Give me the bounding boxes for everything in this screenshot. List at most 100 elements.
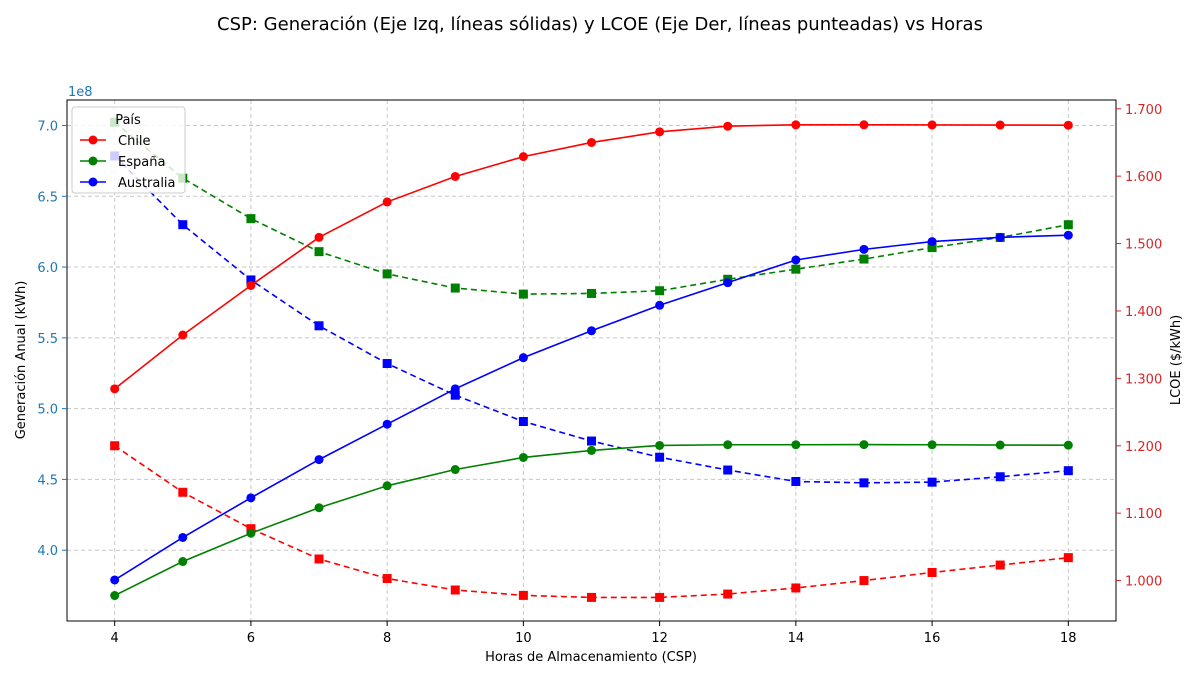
x-tick-label: 18 — [1060, 631, 1077, 646]
generation-point-españa — [587, 445, 596, 455]
generation-point-españa — [110, 591, 120, 601]
lcoe-point-españa — [246, 214, 256, 224]
generation-point-españa — [314, 503, 324, 513]
generation-point-chile — [110, 384, 120, 394]
legend-swatch-marker — [88, 135, 98, 145]
generation-point-chile — [587, 137, 596, 147]
x-tick-label: 6 — [247, 631, 255, 646]
right-axis-label: LCOE ($/kWh) — [1169, 315, 1184, 405]
right-tick-label: 1.200 — [1125, 440, 1162, 455]
legend: País Chile España Australia — [71, 106, 186, 194]
lcoe-point-españa — [1063, 220, 1073, 230]
grid-layer — [67, 100, 1116, 621]
generation-point-australia — [791, 255, 801, 265]
generation-point-australia — [178, 532, 188, 542]
generation-point-australia — [927, 237, 937, 247]
left-tick-label: 5.5 — [37, 332, 58, 347]
lcoe-point-australia — [450, 390, 460, 400]
left-tick-label: 4.5 — [37, 473, 58, 488]
lcoe-line-australia — [114, 155, 1069, 484]
generation-point-australia — [314, 455, 324, 465]
lcoe-point-chile — [450, 585, 460, 595]
generation-point-españa — [246, 528, 256, 538]
x-tick-label: 16 — [924, 631, 941, 646]
generation-point-chile — [655, 127, 665, 137]
lcoe-point-australia — [382, 359, 392, 369]
right-tick-label: 1.100 — [1125, 507, 1162, 522]
generation-point-australia — [450, 384, 460, 394]
lcoe-point-australia — [1063, 466, 1073, 476]
lcoe-point-australia — [518, 416, 528, 426]
generation-point-australia — [246, 493, 256, 503]
left-tick-label: 4.0 — [37, 544, 58, 559]
generation-point-chile — [1063, 120, 1073, 130]
lcoe-point-españa — [518, 289, 528, 299]
lcoe-point-españa — [587, 288, 596, 298]
generation-point-españa — [518, 452, 528, 462]
chart-title: CSP: Generación (Eje Izq, líneas sólidas… — [217, 14, 983, 35]
right-tick-label: 1.300 — [1125, 372, 1162, 387]
generation-point-australia — [859, 244, 869, 254]
generation-point-chile — [382, 197, 392, 207]
left-axis-label: Generación Anual (kWh) — [14, 281, 29, 440]
legend-box — [71, 106, 186, 194]
generation-point-australia — [587, 326, 596, 336]
legend-title: País — [115, 113, 141, 128]
lcoe-point-chile — [927, 567, 937, 577]
generation-point-chile — [518, 152, 528, 162]
lcoe-point-chile — [587, 592, 596, 602]
generation-point-españa — [178, 557, 188, 567]
generation-line-chile — [114, 123, 1069, 390]
generation-point-españa — [382, 481, 392, 491]
right-tick-label: 1.700 — [1125, 103, 1162, 118]
lcoe-point-australia — [791, 476, 801, 486]
generation-point-australia — [995, 232, 1005, 242]
generation-point-chile — [450, 171, 460, 181]
generation-point-españa — [791, 440, 801, 450]
lcoe-point-chile — [382, 574, 392, 584]
legend-label-españa: España — [118, 155, 165, 170]
generation-point-australia — [518, 353, 528, 363]
lcoe-point-chile — [655, 592, 665, 602]
x-tick-label: 4 — [111, 631, 119, 646]
generation-point-chile — [927, 120, 937, 130]
legend-swatch-marker — [88, 156, 98, 166]
lcoe-point-australia — [314, 321, 324, 331]
series-layer — [110, 117, 1073, 602]
generation-point-españa — [995, 440, 1005, 450]
lcoe-point-chile — [518, 590, 528, 600]
generation-point-españa — [1063, 440, 1073, 450]
generation-point-chile — [723, 121, 733, 131]
generation-point-españa — [655, 440, 665, 450]
generation-point-españa — [859, 440, 869, 450]
lcoe-point-australia — [859, 478, 869, 488]
legend-swatch-marker — [88, 177, 98, 187]
right-tick-label: 1.000 — [1125, 575, 1162, 590]
left-axis-offset-label: 1e8 — [68, 85, 93, 100]
lcoe-point-chile — [723, 589, 733, 599]
x-tick-label: 14 — [788, 631, 805, 646]
plot-frame — [66, 99, 1117, 622]
lcoe-point-españa — [927, 243, 937, 253]
lcoe-point-australia — [723, 465, 733, 475]
generation-point-españa — [927, 440, 937, 450]
generation-point-españa — [723, 440, 733, 450]
lcoe-point-españa — [450, 283, 460, 293]
generation-point-australia — [110, 575, 120, 585]
x-tick-label: 8 — [383, 631, 391, 646]
generation-point-australia — [382, 419, 392, 429]
lcoe-point-chile — [178, 487, 188, 497]
axes-layer: 4 6 8 10 12 14 16 18 4.0 4.5 5.0 5.5 6.0 6.5 7.0 1.000 1… — [37, 99, 1162, 646]
left-tick-label: 5.0 — [37, 403, 58, 418]
lcoe-point-australia — [587, 436, 596, 446]
generation-point-chile — [246, 280, 256, 290]
generation-point-chile — [314, 232, 324, 242]
generation-point-chile — [859, 120, 869, 130]
generation-point-chile — [178, 330, 188, 340]
lcoe-point-españa — [382, 269, 392, 279]
generation-point-australia — [1063, 230, 1073, 240]
lcoe-point-españa — [791, 264, 801, 274]
lcoe-point-australia — [178, 220, 188, 230]
x-axis-label: Horas de Almacenamiento (CSP) — [485, 650, 697, 665]
generation-point-australia — [655, 300, 665, 310]
